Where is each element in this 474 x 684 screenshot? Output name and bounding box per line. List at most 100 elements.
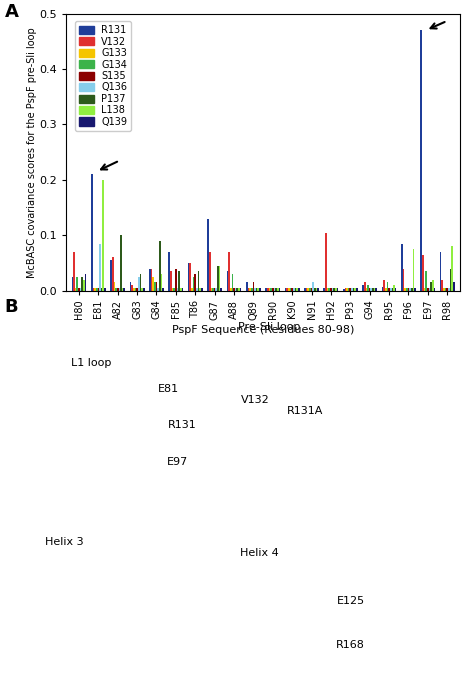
Bar [141,288,143,291]
Bar [351,288,353,291]
Bar [364,282,365,291]
Text: A: A [5,3,18,21]
Bar [201,288,203,291]
Bar [216,288,217,291]
Bar [122,288,124,291]
Bar [308,288,309,291]
Bar [355,288,356,291]
Bar [253,282,254,291]
X-axis label: PspF Sequence (Residues 80-98): PspF Sequence (Residues 80-98) [172,325,354,335]
Bar [411,288,412,291]
Bar [85,274,86,291]
Bar [136,288,138,291]
Bar [348,288,349,291]
Bar [246,282,247,291]
Bar [227,272,228,291]
Bar [395,288,396,291]
Bar [254,288,256,291]
Bar [369,288,371,291]
Bar [149,269,151,291]
Bar [73,252,75,291]
Bar [102,180,104,291]
Bar [219,266,220,291]
Bar [345,288,346,291]
Bar [445,288,447,291]
Bar [157,288,159,291]
Y-axis label: McBASC covariance scores for the PspF pre-Sli loop: McBASC covariance scores for the PspF pr… [27,27,37,278]
Bar [346,288,348,291]
Bar [76,277,78,291]
Text: L1 loop: L1 loop [71,358,111,368]
Bar [196,288,198,291]
Bar [139,274,141,291]
Bar [432,280,434,291]
Bar [162,288,164,291]
Bar [312,282,314,291]
Bar [425,272,427,291]
Bar [293,288,295,291]
Bar [273,288,275,291]
Bar [188,263,190,291]
Bar [424,288,425,291]
Bar [133,288,135,291]
Bar [75,288,76,291]
Bar [335,288,337,291]
Bar [333,288,335,291]
Bar [367,285,369,291]
Bar [256,288,257,291]
Bar [94,288,96,291]
Bar [450,269,451,291]
Bar [82,277,83,291]
Bar [327,288,328,291]
Bar [451,246,453,291]
Bar [323,288,325,291]
Bar [178,272,180,291]
Bar [427,288,428,291]
Bar [382,287,383,291]
Bar [275,288,277,291]
Bar [269,288,270,291]
Bar [110,260,112,291]
Bar [325,233,327,291]
Bar [375,288,377,291]
Bar [190,263,191,291]
Bar [401,244,402,291]
Bar [420,30,422,291]
Bar [114,282,115,291]
Bar [78,288,80,291]
Text: E97: E97 [167,457,189,467]
Bar [295,288,296,291]
Bar [115,288,117,291]
Bar [402,269,404,291]
Bar [337,288,338,291]
Bar [434,288,435,291]
Bar [441,280,443,291]
Bar [316,288,317,291]
Text: Helix 4: Helix 4 [240,549,279,558]
Bar [238,288,240,291]
Bar [175,269,177,291]
Bar [194,274,196,291]
Bar [143,288,145,291]
Bar [371,288,372,291]
Bar [180,288,182,291]
Bar [270,288,272,291]
Bar [317,288,319,291]
Bar [288,288,290,291]
Bar [390,288,392,291]
Bar [112,257,114,291]
Bar [387,282,388,291]
Bar [177,288,178,291]
Bar [182,288,183,291]
Bar [279,288,280,291]
Bar [151,269,152,291]
Bar [349,288,351,291]
Bar [101,288,102,291]
Bar [214,288,216,291]
Bar [251,288,253,291]
Bar [372,288,374,291]
Bar [247,288,249,291]
Bar [91,174,92,291]
Bar [267,288,269,291]
Bar [306,288,308,291]
